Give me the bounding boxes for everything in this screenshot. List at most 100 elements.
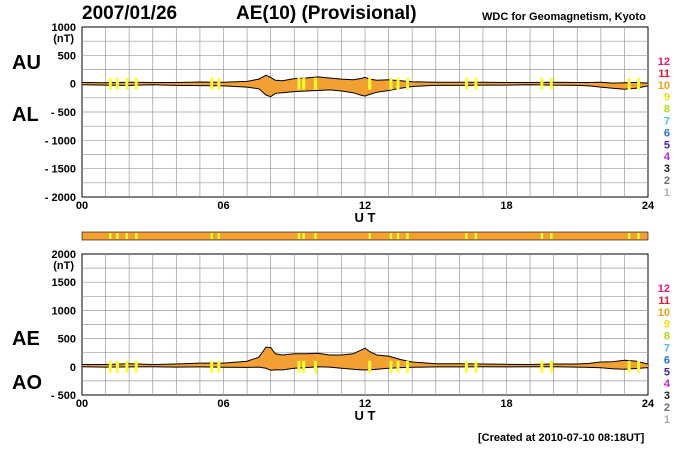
legend-level-10: 10: [658, 307, 670, 319]
quiet-flag: [108, 77, 112, 90]
quiet-flag: [302, 360, 306, 373]
x-tick-label: 06: [217, 398, 229, 410]
strip-quiet-mark: [474, 233, 478, 239]
legend-level-8: 8: [664, 104, 670, 116]
strip-quiet-mark: [116, 233, 119, 239]
legend-level-12: 12: [658, 283, 670, 295]
x-tick-label: 00: [76, 398, 88, 410]
panel-1: 1000 500 0 - 500 - 1000 - 1500 - 2000 (nT) 00 06 1…: [45, 22, 671, 225]
y-tick-label: 1000: [52, 305, 76, 317]
quiet-flag: [134, 77, 138, 90]
y-tick-label: 1500: [52, 277, 76, 289]
strip-bar: [81, 231, 649, 241]
y-tick-label: 500: [58, 334, 76, 346]
index-title: AE(10) (Provisional): [236, 3, 417, 24]
y-tick-label: - 1500: [45, 164, 76, 176]
strip-quiet-mark: [627, 233, 631, 239]
strip-quiet-mark: [637, 233, 640, 239]
data-fill: [82, 75, 648, 97]
strip-quiet-mark: [217, 233, 220, 239]
x-tick-label: 12: [359, 200, 371, 212]
legend-level-6: 6: [664, 354, 670, 366]
ae-label: AE: [12, 328, 40, 350]
x-tick-label: 24: [642, 398, 655, 410]
strip-quiet-mark: [109, 233, 112, 239]
y-unit-label: (nT): [53, 33, 74, 45]
series-ao: [81, 366, 649, 371]
legend-level-10: 10: [658, 80, 670, 92]
strip-quiet-mark: [396, 233, 400, 239]
y-tick-label: 500: [58, 50, 76, 62]
legend-level-8: 8: [664, 331, 670, 343]
x-tick-label: 00: [76, 200, 88, 212]
legend-level-4: 4: [664, 151, 671, 163]
quiet-flag: [464, 77, 468, 90]
quiet-flag: [396, 77, 400, 90]
x-axis-title: U T: [355, 210, 376, 225]
legend-level-2: 2: [664, 175, 670, 187]
x-tick-label: 06: [217, 200, 229, 212]
legend-level-7: 7: [664, 116, 670, 128]
quiet-flag: [540, 360, 544, 373]
quiet-flag: [313, 360, 317, 373]
legend-level-1: 1: [664, 187, 670, 199]
y-tick-label: - 2000: [45, 192, 76, 204]
y-tick-label: 1000: [52, 22, 76, 34]
series-au: [81, 74, 649, 84]
x-tick-label: 12: [359, 398, 371, 410]
strip-quiet-mark: [368, 233, 371, 239]
quiet-flag: [549, 77, 553, 90]
source-label: WDC for Geomagnetism, Kyoto: [482, 11, 646, 23]
legend-level-11: 11: [658, 68, 670, 80]
strip-quiet-mark: [210, 233, 213, 239]
legend-level-5: 5: [664, 139, 670, 151]
y-unit-label: (nT): [53, 260, 74, 272]
y-tick-label: 2000: [52, 249, 76, 261]
x-axis-title: U T: [355, 408, 376, 423]
created-timestamp: [Created at 2010-07-10 08:18UT]: [478, 432, 645, 444]
strip-quiet-mark: [389, 233, 393, 239]
quiet-flag: [115, 77, 119, 90]
au-label: AU: [12, 52, 41, 74]
legend-level-3: 3: [664, 163, 670, 175]
quiet-flag: [405, 360, 409, 373]
quiet-flag: [627, 77, 631, 90]
quiet-flag: [474, 77, 478, 90]
quiet-flag: [549, 360, 553, 373]
quiet-flag: [637, 77, 641, 90]
x-tick-label: 18: [500, 398, 512, 410]
legend-level-9: 9: [664, 92, 670, 104]
strip-quiet-mark: [302, 233, 305, 239]
strip-quiet-mark: [406, 233, 409, 239]
y-tick-label: - 1000: [45, 135, 76, 147]
strip-quiet-mark: [297, 233, 301, 239]
al-label: AL: [12, 104, 39, 126]
quiet-flag: [389, 360, 393, 373]
quiet-flag: [210, 77, 214, 90]
strip-quiet-mark: [550, 233, 553, 239]
quiet-flag: [108, 360, 112, 373]
legend-level-7: 7: [664, 343, 670, 355]
quiet-flag: [464, 360, 468, 373]
y-tick-label: 0: [70, 79, 76, 91]
legend-level-4: 4: [664, 378, 671, 390]
quiet-flag: [368, 360, 372, 373]
legend-level-2: 2: [664, 402, 670, 414]
legend-level-6: 6: [664, 127, 670, 139]
quiet-flag: [368, 77, 372, 90]
y-tick-label: - 500: [51, 107, 76, 119]
quiet-flag: [210, 360, 214, 373]
series-al: [81, 84, 649, 98]
quiet-flag: [125, 77, 129, 90]
legend-level-3: 3: [664, 390, 670, 402]
quiet-flag: [297, 77, 301, 90]
strip-quiet-mark: [314, 233, 317, 239]
date-title: 2007/01/26: [82, 3, 178, 24]
quiet-flag: [302, 77, 306, 90]
x-tick-label: 18: [500, 200, 512, 212]
quiet-flag: [217, 360, 221, 373]
